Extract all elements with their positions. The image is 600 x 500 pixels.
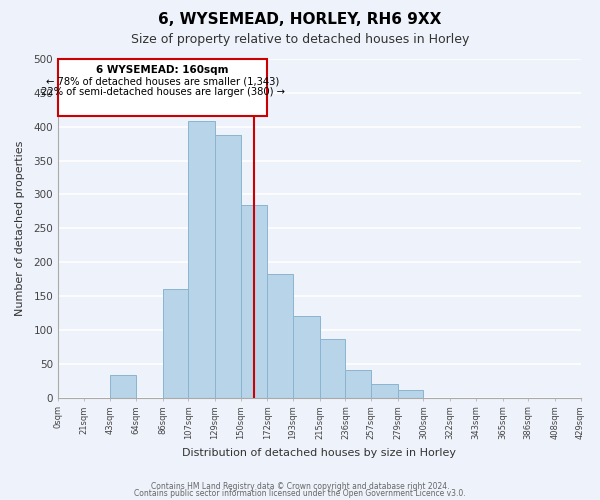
Bar (371, 384, 398, 398)
Text: 6 WYSEMEAD: 160sqm: 6 WYSEMEAD: 160sqm (97, 65, 229, 75)
Bar (215, 135, 241, 398)
Text: Contains public sector information licensed under the Open Government Licence v3: Contains public sector information licen… (134, 490, 466, 498)
Bar (268, 274, 293, 398)
Bar (320, 340, 346, 398)
Text: ← 78% of detached houses are smaller (1,343): ← 78% of detached houses are smaller (1,… (46, 76, 280, 86)
Text: Contains HM Land Registry data © Crown copyright and database right 2024.: Contains HM Land Registry data © Crown c… (151, 482, 449, 491)
Text: 22% of semi-detached houses are larger (380) →: 22% of semi-detached houses are larger (… (41, 88, 284, 98)
Text: Size of property relative to detached houses in Horley: Size of property relative to detached ho… (131, 32, 469, 46)
Text: 6, WYSEMEAD, HORLEY, RH6 9XX: 6, WYSEMEAD, HORLEY, RH6 9XX (158, 12, 442, 28)
Bar (163, 289, 188, 398)
Bar (293, 316, 320, 398)
Bar (346, 370, 371, 398)
Bar (398, 390, 424, 398)
X-axis label: Distribution of detached houses by size in Horley: Distribution of detached houses by size … (182, 448, 456, 458)
Y-axis label: Number of detached properties: Number of detached properties (15, 140, 25, 316)
FancyBboxPatch shape (58, 59, 268, 116)
Bar (110, 375, 136, 398)
Bar (241, 205, 268, 398)
Bar (188, 122, 215, 398)
